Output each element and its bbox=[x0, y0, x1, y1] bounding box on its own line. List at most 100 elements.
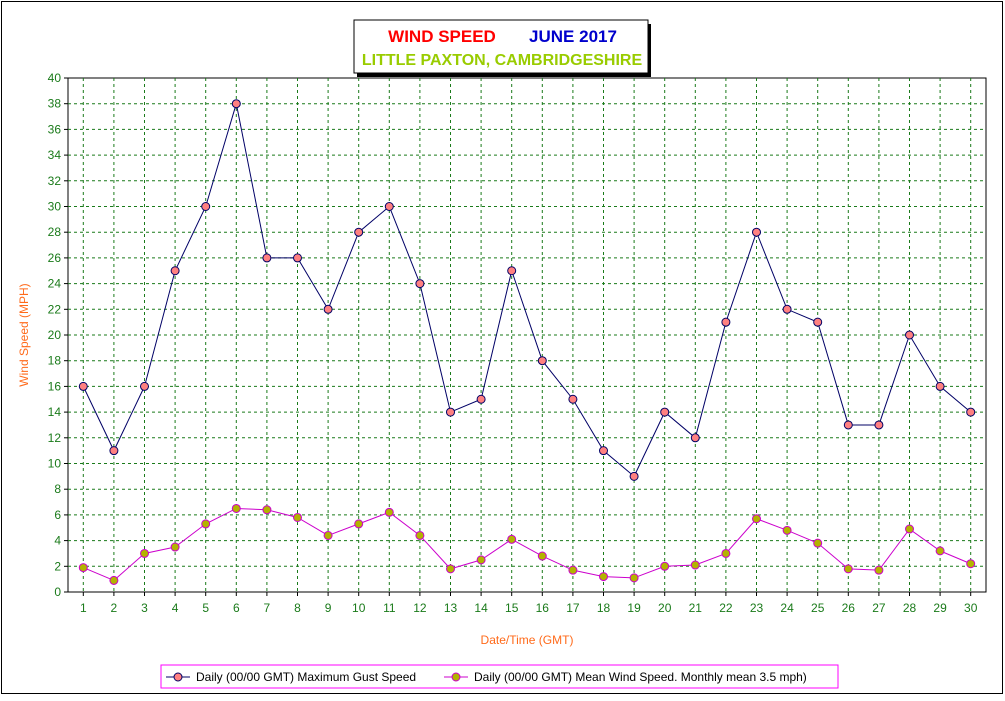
data-point-gust bbox=[293, 253, 302, 263]
x-tick-label: 27 bbox=[872, 601, 886, 615]
x-tick-label: 18 bbox=[597, 601, 611, 615]
data-point-mean bbox=[384, 507, 394, 517]
y-tick-label: 20 bbox=[48, 328, 62, 342]
data-point-gust bbox=[752, 227, 761, 237]
data-point-mean bbox=[752, 514, 761, 524]
y-axis-title: Wind Speed (MPH) bbox=[17, 283, 31, 386]
x-tick-label: 19 bbox=[627, 601, 641, 615]
x-tick-label: 14 bbox=[474, 601, 488, 615]
data-point-mean bbox=[874, 565, 884, 575]
series-line-gust bbox=[82, 103, 972, 478]
x-tick-label: 24 bbox=[780, 601, 794, 615]
data-point-mean bbox=[415, 530, 425, 540]
y-tick-label: 26 bbox=[48, 251, 62, 265]
x-tick-label: 3 bbox=[141, 601, 148, 615]
x-tick-label: 20 bbox=[658, 601, 672, 615]
x-tick-label: 29 bbox=[933, 601, 947, 615]
data-point-mean bbox=[201, 519, 211, 529]
data-point-gust bbox=[721, 317, 731, 327]
data-point-mean bbox=[231, 503, 241, 513]
data-point-mean bbox=[140, 548, 149, 558]
data-point-mean bbox=[323, 530, 333, 540]
y-tick-label: 28 bbox=[48, 225, 62, 239]
data-point-mean bbox=[629, 573, 639, 583]
data-point-gust bbox=[170, 266, 180, 276]
data-point-gust bbox=[537, 356, 547, 366]
data-point-gust bbox=[507, 266, 517, 276]
data-point-gust bbox=[415, 279, 425, 289]
y-tick-label: 12 bbox=[48, 431, 62, 445]
series-line-mean bbox=[83, 507, 971, 582]
data-point-mean bbox=[537, 551, 547, 561]
x-tick-label: 7 bbox=[264, 601, 271, 615]
data-point-mean bbox=[721, 548, 731, 558]
x-tick-label: 16 bbox=[536, 601, 550, 615]
y-tick-label: 16 bbox=[48, 379, 62, 393]
x-tick-label: 15 bbox=[505, 601, 519, 615]
x-tick-label: 8 bbox=[294, 601, 301, 615]
data-point-gust bbox=[354, 227, 364, 237]
data-point-gust bbox=[323, 304, 333, 314]
data-point-gust bbox=[568, 394, 578, 404]
data-point-gust bbox=[629, 471, 639, 481]
data-point-mean bbox=[170, 542, 180, 552]
data-point-mean bbox=[690, 560, 700, 570]
x-tick-label: 25 bbox=[811, 601, 825, 615]
chart-subtitle: LITTLE PAXTON, CAMBRIDGESHIRE bbox=[362, 52, 643, 69]
y-tick-label: 24 bbox=[48, 277, 62, 291]
data-point-gust bbox=[476, 394, 486, 404]
data-point-mean bbox=[782, 525, 792, 535]
data-point-gust bbox=[140, 381, 149, 391]
data-point-mean bbox=[660, 561, 670, 571]
x-tick-label: 12 bbox=[413, 601, 427, 615]
data-point-mean bbox=[262, 505, 272, 515]
y-tick-label: 38 bbox=[48, 97, 62, 111]
data-point-mean bbox=[507, 534, 517, 544]
x-tick-label: 6 bbox=[233, 601, 240, 615]
y-tick-label: 14 bbox=[48, 405, 62, 419]
y-tick-label: 10 bbox=[48, 457, 62, 471]
data-point-gust bbox=[262, 253, 272, 263]
data-point-gust bbox=[109, 446, 119, 456]
data-point-gust bbox=[813, 317, 823, 327]
data-point-mean bbox=[446, 564, 455, 574]
y-tick-label: 8 bbox=[54, 482, 61, 496]
data-point-gust bbox=[446, 407, 455, 417]
x-tick-labels: 1 2 3 4 5 6 7 8 9 10 11 12 13 14 15 16 17 18 19 20 21 22 23 24 2… bbox=[80, 601, 978, 615]
legend-label-gust: Daily (00/00 GMT) Maximum Gust Speed bbox=[196, 670, 416, 684]
data-point-mean bbox=[905, 524, 914, 534]
y-tick-label: 0 bbox=[54, 585, 61, 599]
y-tick-label: 34 bbox=[48, 148, 62, 162]
data-point-gust bbox=[966, 407, 976, 417]
x-axis-title: Date/Time (GMT) bbox=[481, 633, 574, 647]
data-point-gust bbox=[201, 202, 211, 211]
series-layer bbox=[78, 99, 976, 585]
data-point-gust bbox=[660, 407, 670, 417]
data-point-mean bbox=[843, 564, 853, 574]
chart-title-month: JUNE 2017 bbox=[529, 27, 617, 46]
data-point-mean bbox=[813, 538, 823, 548]
data-point-mean bbox=[354, 519, 364, 529]
data-point-mean bbox=[966, 559, 976, 569]
grid-lines bbox=[64, 77, 986, 596]
legend-label-mean: Daily (00/00 GMT) Mean Wind Speed. Month… bbox=[474, 670, 807, 684]
data-point-mean bbox=[109, 575, 119, 585]
data-point-gust bbox=[690, 433, 700, 443]
chart-title-wind: WIND SPEED bbox=[388, 27, 496, 46]
data-point-gust bbox=[384, 202, 394, 211]
data-point-mean bbox=[476, 555, 486, 565]
x-tick-label: 5 bbox=[202, 601, 209, 615]
y-tick-label: 18 bbox=[48, 354, 62, 368]
y-tick-label: 2 bbox=[54, 559, 61, 573]
data-point-mean bbox=[599, 572, 608, 582]
x-tick-label: 13 bbox=[444, 601, 458, 615]
y-tick-label: 6 bbox=[54, 508, 61, 522]
legend-box bbox=[160, 664, 839, 689]
y-tick-label: 32 bbox=[48, 174, 62, 188]
x-tick-label: 21 bbox=[689, 601, 703, 615]
x-tick-label: 23 bbox=[750, 601, 764, 615]
data-point-gust bbox=[231, 99, 241, 109]
